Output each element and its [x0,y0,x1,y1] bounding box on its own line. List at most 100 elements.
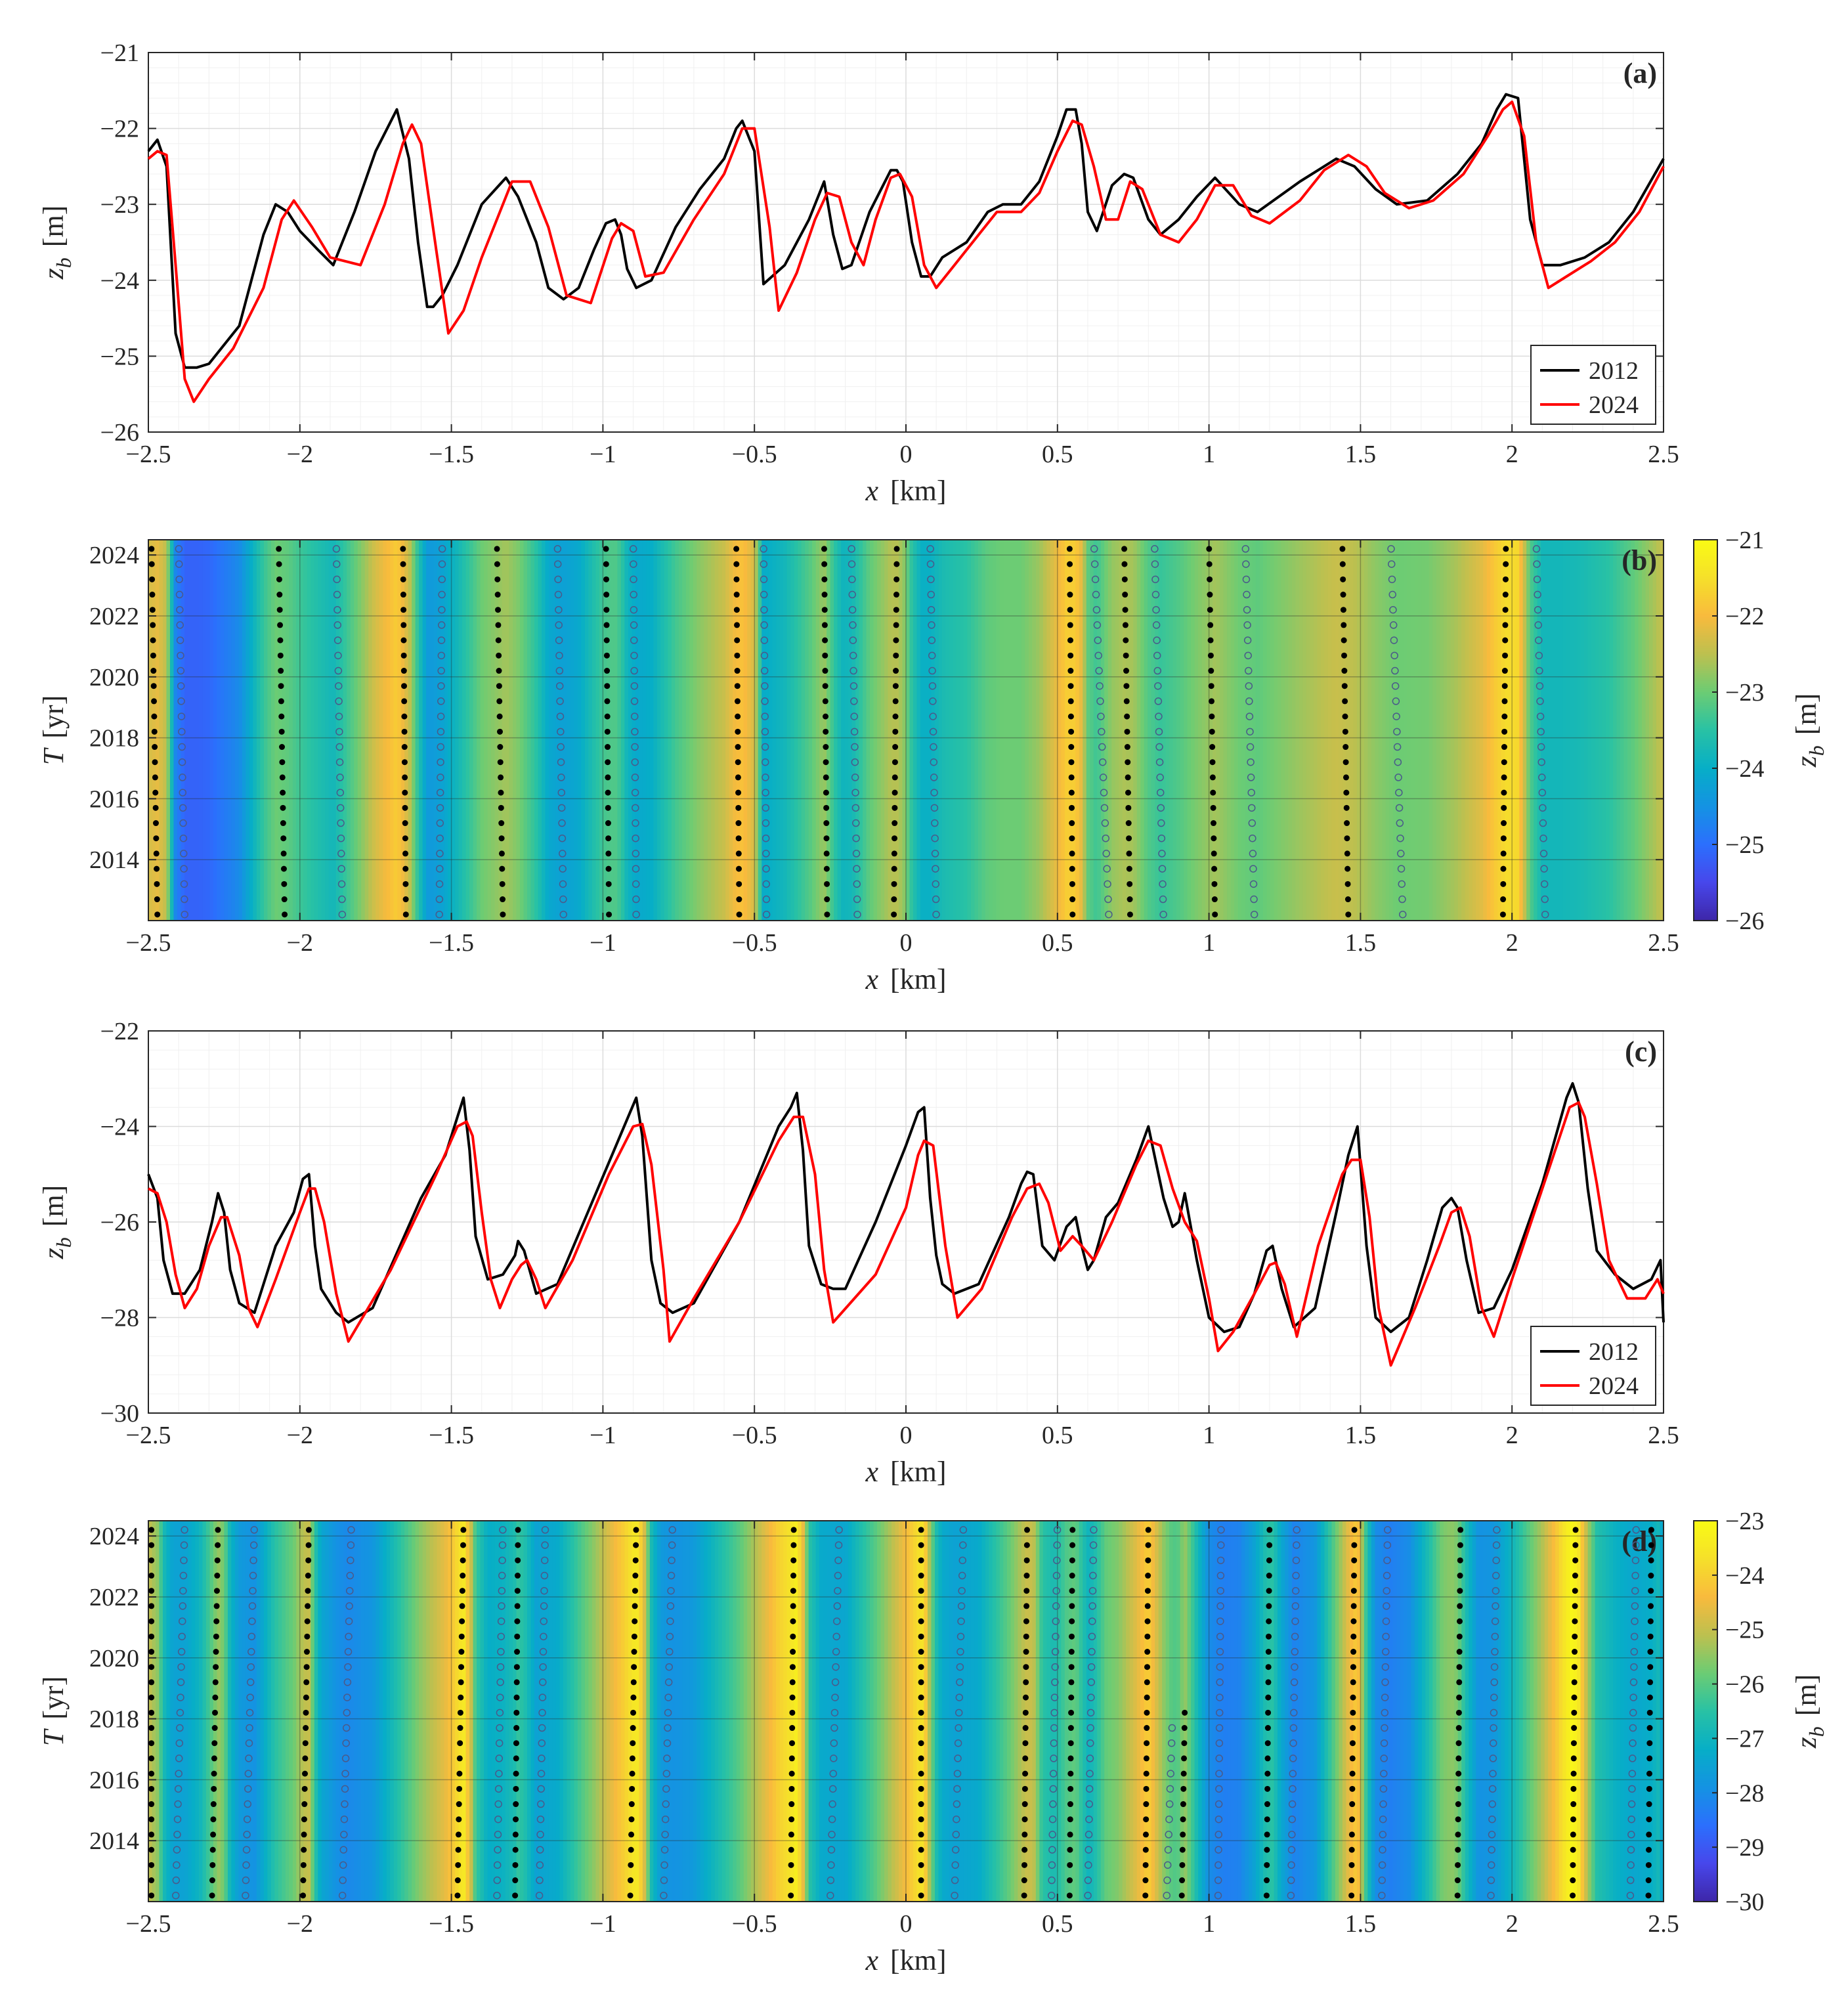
crest-marker [1023,1679,1029,1686]
crest-marker [1500,865,1507,872]
colorbar-cell [1694,1568,1717,1571]
colorbar-cell [1694,1629,1717,1632]
crest-marker [150,622,156,628]
y-tick-label: 2016 [89,785,139,813]
colorbar-cell [1694,652,1717,655]
trough-marker [334,682,343,690]
trough-marker [438,575,446,584]
colorbar-cell [1694,1841,1717,1843]
trough-marker [1538,774,1546,781]
trough-marker [345,1586,354,1595]
crest-marker [305,1527,312,1533]
x-tick-label: 1 [1203,1422,1215,1449]
crest-marker [1266,1527,1273,1533]
heatmap-cell [1306,1521,1311,1902]
heatmap-cell [776,540,781,921]
crest-marker [280,820,286,827]
crest-marker [212,1679,219,1686]
heatmap-cell [1385,540,1390,921]
crest-marker [402,774,408,781]
trough-marker [951,1876,959,1885]
trough-marker [541,1541,549,1549]
crest-marker [735,835,742,842]
heatmap-cell [1256,540,1260,921]
crest-marker [1024,1527,1031,1533]
colorbar-cell [1694,604,1717,607]
x-tick-label: −2 [287,1422,313,1449]
heatmap-cell [844,540,849,921]
crest-marker [1069,896,1076,903]
trough-marker [762,880,770,888]
trough-track [553,545,567,919]
heatmap-cell [1493,540,1499,921]
heatmap-cell [664,1521,669,1902]
trough-marker [1379,1815,1387,1823]
crest-marker [1455,1831,1461,1838]
crest-marker [1067,1846,1073,1853]
trough-marker [630,560,637,568]
trough-marker [496,1709,504,1717]
colorbar-cell [1694,881,1717,883]
trough-marker [1158,865,1167,873]
trough-marker [1216,1647,1224,1656]
crest-marker [790,1618,796,1624]
crest-marker [1180,1816,1186,1823]
crest-marker [1572,1649,1578,1655]
heatmap-cell [610,1521,614,1902]
heatmap-cell [707,540,712,921]
crest-marker [603,637,610,643]
crest-marker [918,1862,924,1868]
heatmap-cell [458,540,463,921]
heatmap-cell [372,1521,376,1902]
colorbar-cell [1694,661,1717,665]
trough-marker [834,1541,843,1549]
colorbar-tick-label: −26 [1725,1671,1764,1699]
trough-marker [1241,545,1250,553]
crest-marker [735,744,741,751]
crest-marker [790,1633,796,1640]
heatmap-cell [808,1521,813,1902]
colorbar-cell [1694,574,1717,577]
trough-marker [246,1709,254,1717]
trough-marker [341,1800,349,1808]
trough-marker [1247,774,1255,781]
heatmap-cell [1635,540,1639,921]
trough-marker [333,590,341,599]
trough-track [660,1526,676,1900]
y-axis-var: T [37,747,70,765]
trough-marker [1155,728,1163,736]
crest-marker [1210,820,1216,827]
heatmap-cell [548,540,553,921]
trough-marker [556,712,565,720]
crest-marker [1349,1816,1356,1823]
crest-marker [735,759,741,766]
crest-marker [1180,1770,1187,1777]
colorbar-cell [1694,1758,1717,1762]
heatmap-cell [541,1521,546,1902]
trough-marker [344,1647,353,1656]
trough-marker [334,666,343,675]
trough-marker [1248,819,1257,827]
heatmap-cell [1421,540,1427,921]
heatmap-cell [743,540,748,921]
trough-marker [1215,1724,1224,1732]
colorbar-cell [1694,595,1717,598]
heatmap-cell [815,1521,820,1902]
crest-marker [455,1846,462,1853]
colorbar-cell [1694,1730,1717,1733]
trough-marker [336,774,344,781]
crest-marker [822,652,828,659]
heatmap-cell [711,1521,716,1902]
heatmap-cell [1360,1521,1365,1902]
trough-marker [178,743,186,751]
colorbar-cell [1694,1604,1717,1607]
crest-marker [1068,744,1075,751]
heatmap-cell [1234,1521,1239,1902]
heatmap-cell [1187,540,1192,921]
crest-marker [1207,576,1213,582]
crest-marker [1023,1557,1030,1563]
trough-marker [1104,880,1111,888]
crest-marker [1021,1846,1028,1853]
heatmap-cell [505,540,510,921]
